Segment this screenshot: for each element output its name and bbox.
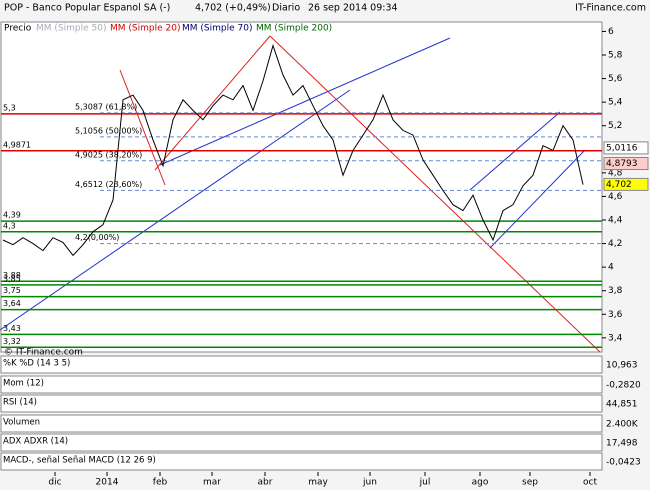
- fib-label: 5,3087 (61,8%): [75, 102, 137, 111]
- legend-item: MM (Simple 70): [182, 24, 252, 34]
- level-label: 3,64: [3, 299, 21, 308]
- watermark: © IT-Finance.com: [4, 348, 83, 358]
- price-marker: [603, 157, 649, 171]
- level-label: 3,43: [3, 324, 21, 333]
- x-tick-label: ago: [472, 478, 489, 488]
- quote: 4,702 (+0,49%): [195, 3, 271, 14]
- y-tick-label: 3,6: [608, 310, 623, 320]
- indicator-value: -0,2820: [606, 381, 641, 391]
- y-tick-label: 3,8: [608, 286, 623, 296]
- x-tick-label: oct: [583, 478, 597, 488]
- indicator-label: RSI (14): [3, 398, 37, 408]
- legend-item: MM (Simple 20): [110, 24, 180, 34]
- symbol: POP - Banco Popular Espanol SA (-): [4, 3, 170, 14]
- indicator-panel: [0, 375, 603, 394]
- legend-item: MM (Simple 200): [256, 24, 332, 34]
- trend-line: [0, 89, 351, 331]
- indicator-panel: [0, 355, 603, 374]
- x-tick-label: 2014: [96, 478, 119, 488]
- x-tick-label: feb: [153, 478, 168, 488]
- indicator-panel: [0, 394, 603, 413]
- y-tick-label: 4,2: [608, 239, 622, 249]
- indicator-panel: [0, 414, 603, 433]
- fib-label: 4,9025 (38,20%): [75, 150, 142, 159]
- level-label: 3,32: [3, 337, 21, 346]
- price-marker-label: 4,702: [606, 180, 632, 190]
- fib-label: 4,2(0,00%): [75, 233, 119, 242]
- brand: IT-Finance.com: [575, 3, 646, 14]
- price-marker-label: 5,0116: [606, 143, 638, 153]
- indicator-panel: [0, 452, 603, 471]
- y-tick-label: 5,2: [608, 121, 622, 131]
- y-tick-label: 3,4: [608, 333, 623, 343]
- trend-line: [269, 35, 601, 353]
- level-label: 3,88: [3, 271, 21, 280]
- level-label: 3,75: [3, 286, 21, 295]
- level-label: 4,39: [3, 211, 21, 220]
- x-tick-label: abr: [258, 478, 273, 488]
- indicator-value: 17,498: [606, 439, 638, 449]
- y-tick-label: 4: [608, 263, 614, 273]
- legend-item: MM (Simple 50): [36, 24, 106, 34]
- x-tick-label: jul: [419, 478, 431, 488]
- indicator-label: %K %D (14 3 5): [3, 359, 70, 369]
- y-tick-label: 5,4: [608, 98, 623, 108]
- period: Diario: [272, 3, 300, 14]
- indicator-label: ADX ADXR (14): [3, 437, 68, 447]
- fib-label: 5,1056 (50,00%): [75, 126, 142, 135]
- price-marker: [603, 177, 649, 191]
- legend: Precio MM (Simple 50) MM (Simple 20) MM …: [4, 24, 332, 34]
- y-tick-label: 4,4: [608, 216, 623, 226]
- trend-line: [119, 69, 166, 186]
- indicator-label: MACD-, señal Señal MACD (12 26 9): [3, 456, 156, 466]
- level-label: 4,3: [3, 221, 16, 230]
- level-label: 4,9871: [3, 140, 31, 149]
- fib-label: 4,6512 (23,60%): [75, 180, 142, 189]
- trend-line: [154, 35, 271, 171]
- level-label: 3,85: [3, 274, 21, 283]
- y-tick-label: 6: [608, 27, 614, 37]
- y-tick-label: 4,8: [608, 168, 623, 178]
- indicator-value: 44,851: [606, 400, 638, 410]
- indicator-value: -0,0423: [606, 458, 641, 468]
- trend-line: [159, 37, 451, 166]
- price-marker: [603, 141, 649, 155]
- x-tick-label: may: [308, 478, 328, 488]
- x-tick-label: jun: [362, 478, 377, 488]
- y-tick-label: 5,6: [608, 74, 623, 84]
- indicator-panel: [0, 433, 603, 452]
- x-tick-label: mar: [203, 478, 221, 488]
- indicator-label: Volumen: [3, 418, 40, 428]
- indicator-label: Mom (12): [3, 379, 44, 389]
- datetime: 26 sep 2014 09:34: [308, 3, 398, 14]
- legend-item: Precio: [4, 24, 32, 34]
- y-tick-label: 5,8: [608, 51, 623, 61]
- indicator-value: 2.400K: [606, 420, 639, 430]
- price-marker-label: 4,8793: [606, 159, 638, 169]
- x-tick-label: sep: [522, 478, 538, 488]
- indicator-value: 10,963: [606, 361, 638, 371]
- price-line: [2, 43, 584, 257]
- y-tick-label: 4,6: [608, 192, 623, 202]
- level-label: 5,3: [3, 103, 16, 112]
- x-tick-label: dic: [48, 478, 61, 488]
